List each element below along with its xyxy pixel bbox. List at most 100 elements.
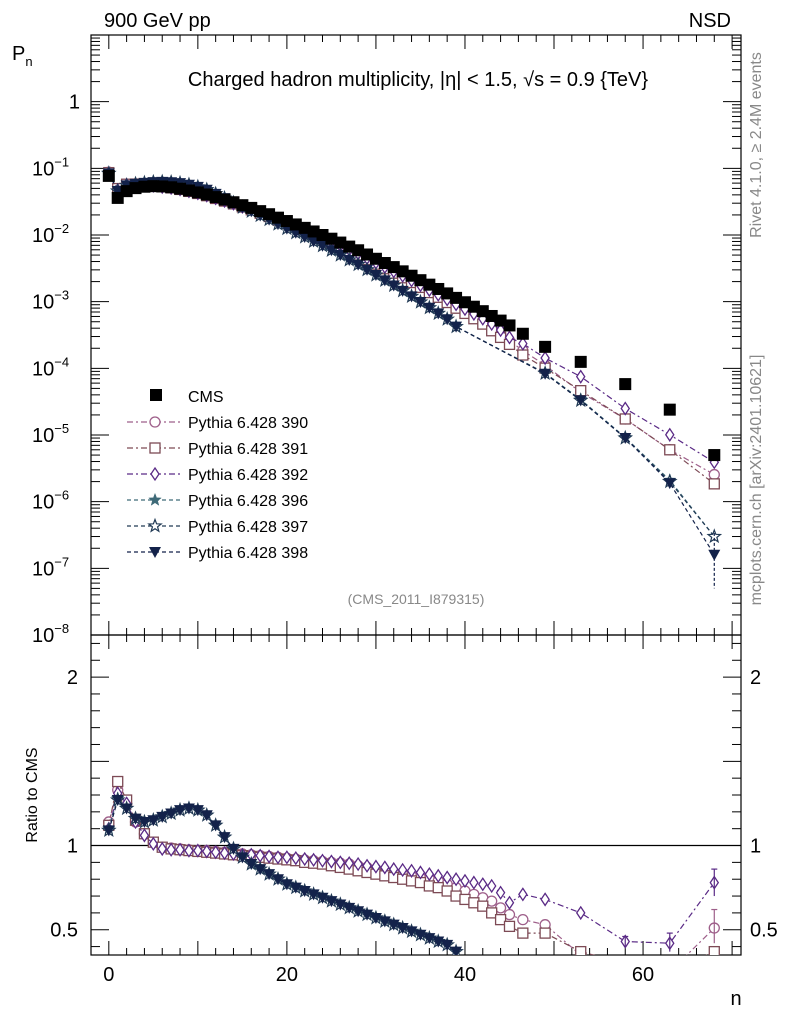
ratio-y-tick-label: 0.5 [50,920,78,942]
ratio-point [450,946,463,955]
mc-point [574,395,587,407]
data-point [503,319,516,332]
data-point [574,355,587,368]
ratio-point [494,913,507,926]
plot-title: Charged hadron multiplicity, |η| < 1.5, … [188,69,648,91]
ratio-point [156,811,169,823]
ratio-point [291,850,301,866]
ratio-point [352,906,365,918]
x-axis-label: n [730,988,741,1010]
ratio-point [518,887,528,902]
ratio-point [451,872,461,887]
ratio-point [540,892,550,907]
legend-label-cms: CMS [188,389,224,406]
ratio-point [539,927,551,939]
ratio-point [264,849,274,864]
y-tick-label: 10−1 [32,154,69,180]
mc-point [405,291,418,303]
ratio-point [378,916,391,928]
ratio-point [575,905,586,921]
legend-marker-392 [150,466,160,482]
ratio-point [325,896,338,908]
legend-marker-396 [148,492,162,506]
ratio-point [371,859,381,874]
mc-point [369,270,382,282]
data-point [102,169,115,182]
ratio-point [111,795,124,807]
mc-point [361,264,374,276]
y-tick-label: 10−4 [32,354,69,380]
ratio-point [396,923,409,935]
y-tick-label: 1 [69,92,80,114]
ratio-point [380,860,390,875]
ratio-point [415,865,426,880]
ratio-point [174,805,187,817]
ratio-y-tick-label: 2 [67,667,78,689]
ratio-point [361,909,374,921]
ratio-point [112,775,124,788]
ratio-point [344,856,355,871]
ratio-point [495,885,506,900]
ratio-point [362,858,372,873]
y-axis-label-ratio: Ratio to CMS [24,747,41,842]
ratio-point [236,852,249,864]
ratio-point [218,832,231,844]
legend-label-390: Pythia 6.428 390 [188,415,308,432]
mc-point [396,285,409,297]
x-tick-label: 60 [632,964,654,986]
ratio-point [405,926,418,938]
data-point [361,248,374,261]
ratio-point [282,850,292,865]
data-point [663,403,676,416]
ratio-point [460,873,470,889]
ratio-point [298,886,311,897]
ratio-point [433,868,444,884]
mc-point [414,297,427,309]
ratio-point [486,878,497,894]
ratio-point [353,856,363,872]
legend-label-392: Pythia 6.428 392 [188,467,308,484]
ratio-y-tick-label-right: 0.5 [750,920,778,942]
ratio-point [273,850,283,865]
ratio-point [477,900,489,912]
legend-marker-398 [149,547,161,558]
ratio-point [326,854,337,869]
ratio-point [219,845,230,861]
mc-point [539,368,552,380]
y-tick-label: 10−7 [32,554,69,580]
mc-point [450,321,463,333]
ratio-point [175,842,185,857]
ratio-point [387,919,400,931]
legend-marker-397 [147,517,163,533]
analysis-tag: (CMS_2011_I879315) [348,591,485,607]
ratio-axis-ticks [91,635,741,955]
mc-point [387,280,400,292]
mc-point [334,250,347,262]
ratio-point [182,803,195,815]
ratio-point [201,844,212,859]
y-tick-label: 10−6 [32,488,69,514]
ratio-point [271,874,284,886]
mc-point [619,433,632,445]
ratio-point [193,843,203,858]
ratio-point [138,816,151,828]
ratio-point [504,895,515,910]
legend-label-398: Pythia 6.428 398 [188,545,308,562]
ratio-point [503,920,516,933]
ratio-point [191,805,204,817]
ratio-point [517,927,529,939]
ratio-point [166,842,176,857]
ratio-point [442,870,452,885]
x-tick-label: 0 [103,964,114,986]
ratio-point [210,845,221,860]
ratio-point [200,810,213,822]
mc-point [495,322,506,338]
ratio-point [280,879,293,891]
side-label-version: Rivet 4.1.0, ≥ 2.4M events [748,52,765,238]
ratio-point [139,828,150,843]
ratio-point [424,866,435,882]
ratio-point [289,882,302,894]
ratio-point [129,813,142,825]
ratio-point [388,861,399,877]
ratio-point [209,820,222,832]
